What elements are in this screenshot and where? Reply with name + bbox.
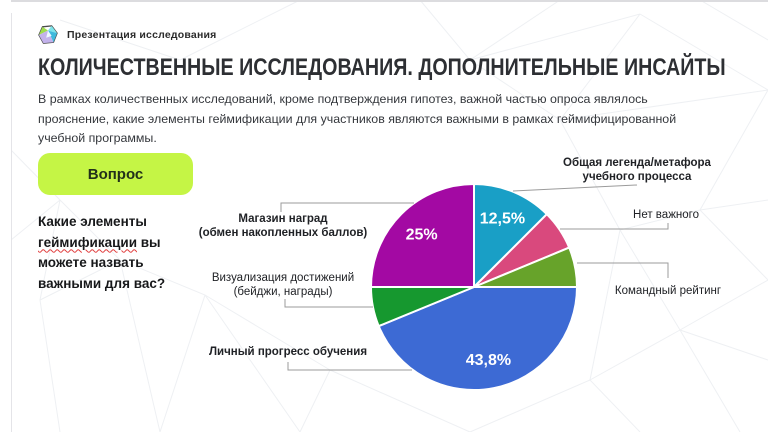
gem-logo-icon <box>37 25 59 45</box>
question-text-before: Какие элементы <box>38 214 147 229</box>
presentation-title: Презентация исследования <box>67 29 217 41</box>
slice-label-team-rating: Командный рейтинг <box>614 285 722 297</box>
slice-label-achievements-visualization: Визуализация достижений (бейджи, награды… <box>211 272 355 298</box>
background-mesh <box>11 0 768 432</box>
slice-label-nothing-important: Нет важного <box>633 209 699 221</box>
question-tag-button[interactable]: Вопрос <box>38 153 193 195</box>
pie-chart: 12,5% 43,8% 25% <box>361 174 587 400</box>
question-text: Какие элементы геймификации вы можете на… <box>38 212 180 294</box>
pie-slice-rewards-shop <box>370 183 475 288</box>
slide-left-border <box>11 13 12 432</box>
pie-slice-common-legend <box>473 183 548 288</box>
pie-percent-label-rewards-shop: 25% <box>406 227 438 244</box>
slice-label-rewards-shop: Магазин наград (обмен накопленных баллов… <box>198 213 368 239</box>
question-text-misspelled-word: геймификации <box>38 234 137 250</box>
question-text-after: вы можете назвать важными для вас? <box>38 234 166 291</box>
window-top-edge <box>11 0 768 2</box>
pie-percent-label-common-legend: 12,5% <box>480 211 525 228</box>
pie-slice-personal-progress <box>377 286 578 391</box>
intro-paragraph: В рамках количественных исследований, кр… <box>38 92 677 145</box>
pie-percent-label-personal-progress: 43,8% <box>466 352 511 369</box>
slide-title: КОЛИЧЕСТВЕННЫЕ ИССЛЕДОВАНИЯ. ДОПОЛНИТЕЛЬ… <box>38 54 726 81</box>
slice-label-personal-progress: Личный прогресс обучения <box>208 346 368 358</box>
slide-header: Презентация исследования <box>37 25 216 45</box>
slice-label-common-legend: Общая легенда/метафора учебного процесса <box>563 157 711 183</box>
